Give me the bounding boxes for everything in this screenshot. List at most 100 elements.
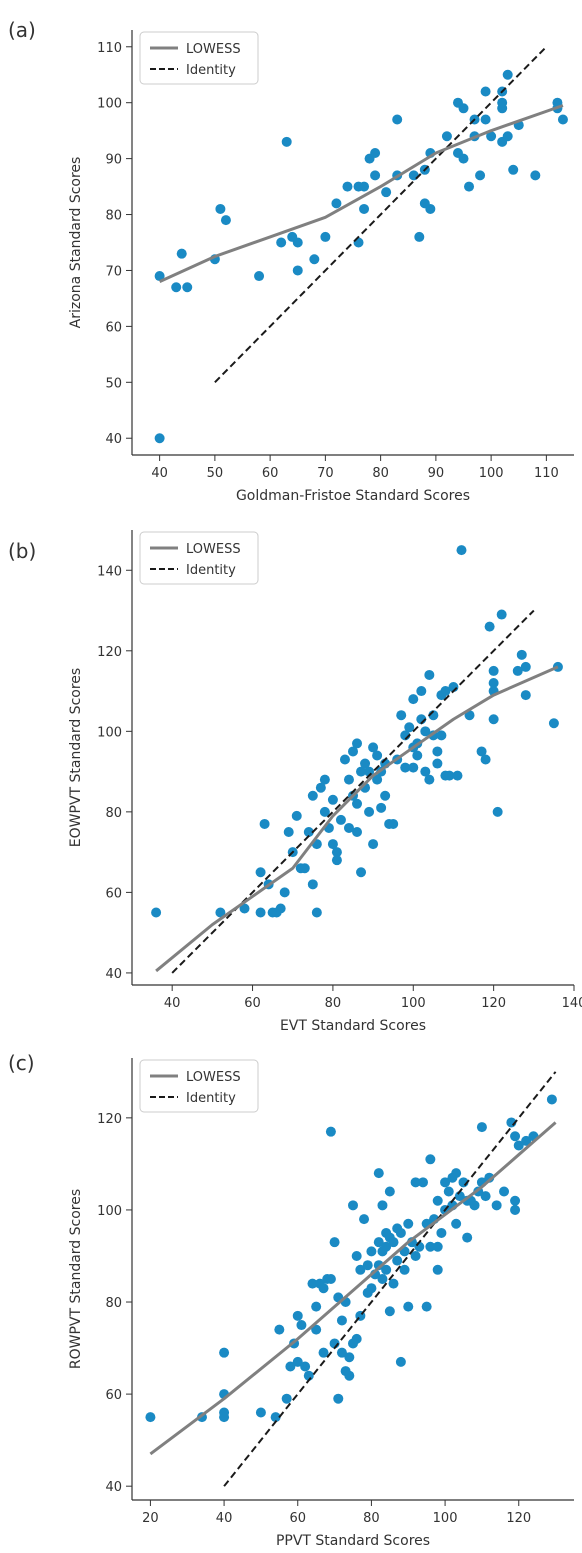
x-tick-label: 60 bbox=[262, 466, 279, 481]
data-point bbox=[325, 1274, 336, 1284]
data-point bbox=[436, 1227, 447, 1238]
x-tick-label: 60 bbox=[289, 1511, 306, 1526]
data-point bbox=[376, 802, 387, 813]
data-point bbox=[480, 114, 491, 125]
x-tick-label: 80 bbox=[363, 1511, 380, 1526]
data-point bbox=[315, 782, 326, 793]
data-point bbox=[432, 758, 443, 769]
data-point bbox=[392, 114, 403, 125]
data-point bbox=[275, 903, 286, 914]
data-point bbox=[480, 754, 491, 765]
data-point bbox=[396, 710, 407, 721]
y-tick-label: 110 bbox=[97, 41, 122, 56]
data-point bbox=[425, 1154, 436, 1165]
data-point bbox=[373, 1168, 384, 1179]
data-point bbox=[381, 1264, 392, 1275]
x-tick-label: 140 bbox=[562, 996, 582, 1011]
data-point bbox=[440, 686, 451, 697]
data-point bbox=[281, 1393, 292, 1404]
data-point bbox=[395, 1227, 406, 1238]
x-tick-label: 100 bbox=[401, 996, 426, 1011]
data-point bbox=[416, 686, 427, 697]
data-point bbox=[311, 907, 322, 918]
data-point bbox=[510, 1204, 521, 1215]
data-point bbox=[452, 770, 463, 781]
data-point bbox=[292, 265, 303, 276]
y-tick-label: 60 bbox=[105, 886, 122, 901]
x-axis-label: EVT Standard Scores bbox=[280, 1018, 426, 1034]
data-point bbox=[368, 742, 379, 753]
data-point bbox=[381, 187, 392, 198]
data-point bbox=[292, 1310, 303, 1321]
data-point bbox=[403, 1301, 414, 1312]
data-point bbox=[456, 545, 467, 556]
data-point bbox=[400, 762, 411, 773]
data-point bbox=[451, 1168, 462, 1179]
data-point bbox=[215, 907, 226, 918]
data-point bbox=[548, 718, 559, 729]
data-point bbox=[307, 790, 318, 801]
data-point bbox=[299, 863, 310, 874]
data-point bbox=[255, 867, 266, 878]
x-tick-label: 120 bbox=[481, 996, 506, 1011]
data-point bbox=[343, 774, 354, 785]
data-point bbox=[408, 762, 419, 773]
legend-lowess-label: LOWESS bbox=[186, 1070, 241, 1085]
data-point bbox=[319, 774, 330, 785]
data-point bbox=[392, 1255, 403, 1266]
data-point bbox=[530, 170, 541, 181]
y-tick-label: 100 bbox=[97, 97, 122, 112]
data-point bbox=[154, 433, 165, 444]
x-tick-label: 110 bbox=[534, 466, 559, 481]
data-point bbox=[497, 103, 508, 114]
data-point bbox=[311, 1301, 322, 1312]
data-point bbox=[484, 621, 495, 632]
data-point bbox=[362, 1260, 373, 1271]
data-point bbox=[520, 661, 531, 672]
data-point bbox=[377, 1274, 388, 1284]
panel-label: (c) bbox=[8, 1051, 35, 1075]
identity-line bbox=[223, 1071, 557, 1487]
data-point bbox=[327, 839, 338, 850]
data-point bbox=[408, 694, 419, 705]
data-point bbox=[359, 1214, 370, 1225]
data-point bbox=[403, 1218, 414, 1229]
data-point bbox=[292, 237, 303, 248]
data-point bbox=[255, 1407, 266, 1418]
data-point bbox=[513, 1140, 524, 1151]
data-point bbox=[480, 86, 491, 97]
data-point bbox=[336, 1315, 347, 1326]
x-tick-label: 40 bbox=[151, 466, 168, 481]
data-point bbox=[311, 1324, 322, 1335]
data-point bbox=[239, 903, 250, 914]
data-point bbox=[432, 746, 443, 757]
data-point bbox=[270, 1412, 281, 1423]
data-point bbox=[219, 1347, 230, 1358]
data-point bbox=[254, 271, 265, 282]
y-tick-label: 40 bbox=[105, 967, 122, 982]
data-point bbox=[420, 766, 431, 777]
data-point bbox=[307, 1278, 318, 1289]
data-point bbox=[424, 669, 435, 680]
data-point bbox=[215, 203, 226, 214]
data-point bbox=[372, 774, 383, 785]
panel-1: (a) 40 50 60 70 80 90 100 110 40 50 60 70 80 90 100 110 G… bbox=[8, 18, 574, 504]
data-point bbox=[353, 237, 364, 248]
data-point bbox=[546, 1094, 557, 1105]
data-point bbox=[508, 164, 519, 175]
x-tick-label: 60 bbox=[244, 996, 261, 1011]
data-point bbox=[366, 1246, 377, 1257]
lowess-line bbox=[159, 104, 564, 284]
data-point bbox=[145, 1412, 156, 1423]
data-point bbox=[318, 1347, 329, 1358]
data-point bbox=[488, 678, 499, 689]
data-point bbox=[331, 855, 342, 866]
y-tick-label: 60 bbox=[105, 1388, 122, 1403]
data-point bbox=[384, 1186, 395, 1197]
data-point bbox=[476, 746, 487, 757]
y-tick-label: 140 bbox=[97, 564, 122, 579]
lowess-line bbox=[155, 665, 559, 973]
data-point bbox=[352, 798, 363, 809]
x-tick-label: 20 bbox=[142, 1511, 159, 1526]
